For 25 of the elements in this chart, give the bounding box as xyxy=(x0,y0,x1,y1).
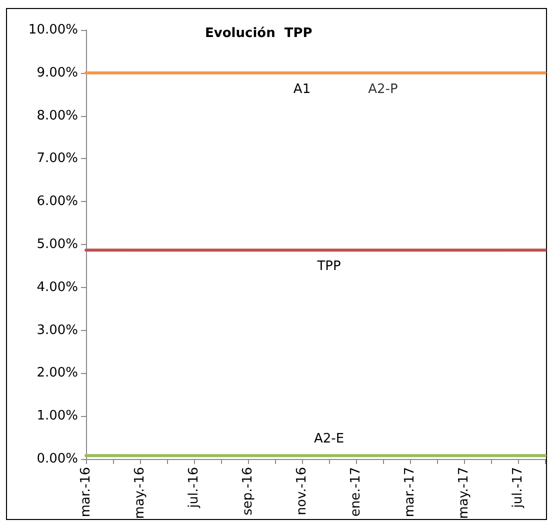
y-tick-label: 7.00% xyxy=(36,151,78,166)
x-tick-label: jul.-16 xyxy=(186,467,202,509)
annotation: A2-P xyxy=(368,82,398,97)
x-tick-label: may.-16 xyxy=(132,467,148,519)
x-tick-label: mar.-16 xyxy=(78,467,94,518)
y-tick-label: 8.00% xyxy=(36,108,78,124)
x-tick-label: mar.-17 xyxy=(402,467,418,518)
series-label: A1 xyxy=(293,82,311,97)
chart-title: Evolución TPP xyxy=(205,26,312,41)
y-tick-label: 3.00% xyxy=(36,322,78,338)
x-tick-label: may.-17 xyxy=(456,467,472,519)
y-tick-label: 0.00% xyxy=(36,452,78,466)
y-tick-label: 6.00% xyxy=(36,194,78,210)
y-tick-label: 4.00% xyxy=(36,280,78,295)
series-label: TPP xyxy=(316,259,341,274)
series-label: A2-E xyxy=(314,432,344,447)
y-tick-label: 5.00% xyxy=(36,237,78,252)
y-tick-label: 9.00% xyxy=(36,65,78,80)
x-tick-label: nov.-16 xyxy=(294,467,310,516)
y-tick-label: 1.00% xyxy=(36,408,78,424)
x-tick-label: sep.-16 xyxy=(240,467,256,516)
y-tick-label: 10.00% xyxy=(28,22,78,38)
x-tick-label: jul.-17 xyxy=(510,467,526,509)
y-tick-label: 2.00% xyxy=(36,366,78,381)
x-tick-label: ene.-17 xyxy=(348,467,364,517)
